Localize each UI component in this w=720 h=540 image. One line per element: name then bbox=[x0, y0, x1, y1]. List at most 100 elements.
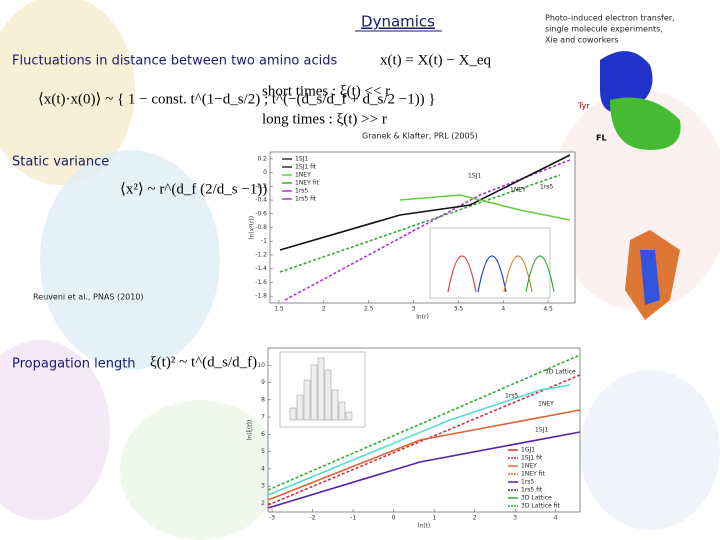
curve bbox=[267, 374, 581, 506]
y-tick-label: -1.4 bbox=[255, 265, 267, 272]
inset-peak bbox=[477, 255, 507, 293]
x-tick-label: 0 bbox=[392, 515, 396, 522]
y-tick-label: -0.6 bbox=[255, 210, 267, 217]
protein-blue bbox=[600, 51, 653, 113]
x-tick-label: 2.5 bbox=[364, 306, 374, 313]
section-label: Static variance bbox=[12, 155, 109, 170]
curve-label: 1SJ1 bbox=[535, 427, 548, 434]
curve bbox=[279, 174, 561, 273]
x-tick-label: -2 bbox=[310, 515, 316, 522]
legend-label: 3D Lattice fit bbox=[521, 503, 560, 510]
slide-title: Dynamics bbox=[361, 13, 435, 31]
y-axis-label: ln(ξ(t)) bbox=[247, 420, 254, 441]
x-axis-label: ln(t) bbox=[418, 523, 431, 530]
curve-label: 1rs5 bbox=[505, 393, 518, 400]
protein-label: FL bbox=[596, 134, 607, 143]
inset-bar bbox=[296, 394, 304, 421]
y-tick-label: 8 bbox=[261, 396, 265, 403]
inset-bar bbox=[345, 411, 353, 421]
y-tick-label: 4 bbox=[261, 465, 265, 472]
x-tick-label: 3.5 bbox=[454, 306, 464, 313]
x-tick-label: -1 bbox=[350, 515, 356, 522]
curve bbox=[267, 384, 571, 496]
y-tick-label: -1.6 bbox=[255, 279, 267, 286]
protein-rainbow bbox=[640, 250, 660, 305]
y-tick-label: 2 bbox=[261, 500, 265, 507]
x-tick-label: 3 bbox=[513, 515, 517, 522]
inset-bar bbox=[303, 379, 311, 421]
inset-bar bbox=[289, 407, 297, 421]
y-tick-label: -1 bbox=[261, 238, 267, 245]
y-tick-label: 0 bbox=[263, 169, 267, 176]
note-line: Photo-induced electron transfer, bbox=[545, 14, 675, 23]
equation: x(t) = X(t) − X_eq bbox=[380, 52, 492, 68]
legend-label: 1SJ1 fit bbox=[295, 164, 317, 171]
legend-label: 1NEY bbox=[295, 172, 311, 179]
equation: ⟨x²⟩ ~ r^(d_f (2/d_s −1)) bbox=[120, 181, 267, 197]
y-tick-label: 9 bbox=[261, 379, 265, 386]
y-tick-label: 7 bbox=[261, 414, 265, 421]
y-axis-label: ln(x²(r)) bbox=[249, 216, 256, 239]
note-line: single molecule experiments, bbox=[545, 25, 663, 34]
section-label: Fluctuations in distance between two ami… bbox=[12, 54, 337, 69]
curve-label: 1NEY bbox=[510, 187, 526, 194]
legend-label: 1rs5 bbox=[521, 479, 534, 486]
legend-label: 1SJ1 fit bbox=[521, 455, 543, 462]
y-tick-label: -1.2 bbox=[255, 251, 267, 258]
curve bbox=[279, 154, 571, 251]
x-tick-label: 4.5 bbox=[543, 306, 553, 313]
curve-label: 3D Lattice bbox=[545, 369, 576, 376]
curve bbox=[267, 431, 581, 509]
y-tick-label: 0.2 bbox=[257, 155, 267, 162]
curve bbox=[267, 354, 581, 491]
x-tick-label: 4 bbox=[501, 306, 505, 313]
x-axis-label: ln(r) bbox=[416, 314, 429, 321]
legend-label: 1NEY fit bbox=[295, 180, 319, 187]
legend-label: 3D Lattice bbox=[521, 495, 552, 502]
citation: Granek & Klafter, PRL (2005) bbox=[362, 132, 478, 141]
y-tick-label: 3 bbox=[261, 483, 265, 490]
curve bbox=[399, 194, 571, 221]
curve-label: 1SJ1 bbox=[468, 173, 481, 180]
curve-label: 1NEY bbox=[538, 401, 554, 408]
curve bbox=[284, 159, 571, 301]
y-tick-label: 5 bbox=[261, 448, 265, 455]
note-line: Xie and coworkers bbox=[545, 36, 619, 45]
equation: long times : ξ(t) >> r bbox=[262, 111, 387, 127]
x-tick-label: -3 bbox=[269, 515, 275, 522]
inset-bar bbox=[310, 364, 318, 421]
legend-label: 1GJ1 bbox=[521, 447, 535, 454]
inset-peak bbox=[525, 255, 555, 293]
x-tick-label: 2 bbox=[322, 306, 326, 313]
x-tick-label: 1.5 bbox=[274, 306, 284, 313]
y-tick-label: -0.4 bbox=[255, 197, 267, 204]
protein-label: Tyr bbox=[577, 102, 590, 111]
x-tick-label: 2 bbox=[473, 515, 477, 522]
legend-label: 1NEY fit bbox=[521, 471, 545, 478]
equation: ⟨x(t)·x(0)⟩ ~ { 1 − const. t^(1−d_s/2) ;… bbox=[38, 91, 436, 107]
curve bbox=[267, 409, 581, 501]
inset-bar bbox=[338, 401, 346, 421]
y-tick-label: -0.8 bbox=[255, 224, 267, 231]
y-tick-label: 6 bbox=[261, 431, 265, 438]
legend-label: 1rs5 fit bbox=[295, 196, 317, 203]
y-tick-label: -1.8 bbox=[255, 293, 267, 300]
legend-label: 1rs5 bbox=[295, 188, 308, 195]
y-tick-label: -0.2 bbox=[255, 183, 267, 190]
section-label: Propagation length bbox=[12, 357, 136, 372]
x-tick-label: 4 bbox=[554, 515, 558, 522]
curve-label: 1rs5 bbox=[540, 184, 553, 191]
protein-green bbox=[610, 97, 681, 150]
citation: Reuveni et al., PNAS (2010) bbox=[33, 293, 144, 302]
inset-bar bbox=[331, 389, 339, 421]
legend-label: 1NEY bbox=[521, 463, 537, 470]
equation: ξ(t)² ~ t^(d_s/d_f) bbox=[150, 354, 257, 370]
x-tick-label: 3 bbox=[412, 306, 416, 313]
inset-bar bbox=[324, 369, 332, 421]
inset bbox=[429, 227, 551, 299]
equation: short times : ξ(t) << r bbox=[262, 83, 390, 99]
legend-label: 1rs5 fit bbox=[521, 487, 543, 494]
inset-bar bbox=[317, 357, 325, 421]
